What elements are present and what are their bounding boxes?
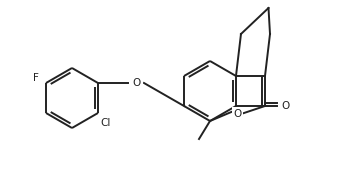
Text: O: O [233, 109, 242, 119]
Text: O: O [133, 78, 141, 88]
Text: F: F [33, 73, 39, 83]
Text: Cl: Cl [101, 118, 111, 128]
Text: O: O [282, 101, 290, 111]
